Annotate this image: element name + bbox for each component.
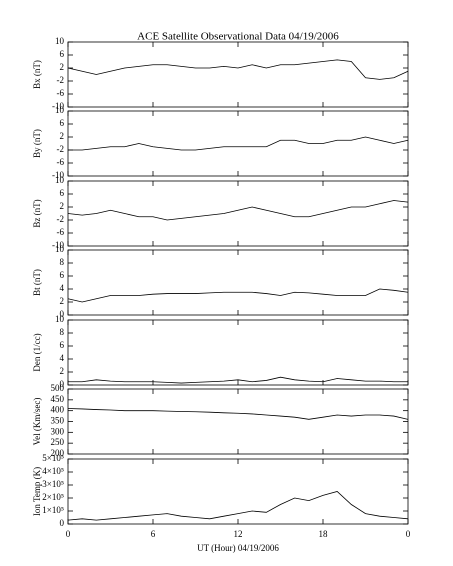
y-tick-label: 2 [60,131,65,141]
y-tick-label: 8 [60,257,65,267]
data-line [68,376,408,384]
y-tick-label: 1×10⁵ [42,505,64,515]
y-tick-label: 3×10⁵ [42,479,64,489]
y-axis-label: Bt (nT) [32,269,42,296]
y-tick-label: 6 [60,340,65,350]
y-tick-label: 2 [60,296,65,306]
panel-frame [67,41,409,108]
x-tick-label: 12 [234,529,243,539]
y-tick-label: 0 [60,379,65,389]
y-tick-label: 6 [60,49,65,59]
y-axis-label: Ion Temp (K) [32,467,42,516]
y-axis-label: Bz (nT) [32,199,42,227]
y-tick-label: -6 [57,227,65,237]
y-tick-label: 4 [60,283,65,293]
x-tick-label: 6 [151,529,156,539]
y-tick-label: -2 [57,75,65,85]
y-axis-label: By (nT) [32,129,42,158]
y-axis-label: Bx (nT) [32,60,42,89]
y-tick-label: 2 [60,201,65,211]
y-tick-label: 5×10⁵ [42,453,64,463]
y-tick-label: -10 [52,101,64,111]
data-line [67,288,409,303]
y-tick-label: 2 [60,62,65,72]
y-tick-label: 10 [55,244,65,254]
y-axis-label: Den (1/cc) [32,333,42,371]
y-tick-label: 250 [51,437,65,447]
x-tick-label: 0 [406,529,411,539]
y-tick-label: 6 [60,270,65,280]
y-tick-label: 10 [55,314,65,324]
panel-frame [67,110,409,177]
y-tick-label: -6 [57,157,65,167]
panel-frame [67,319,409,386]
y-tick-label: -2 [57,144,65,154]
y-tick-label: 6 [60,118,65,128]
data-line [67,59,409,80]
y-tick-label: 0 [60,309,65,319]
y-tick-label: 10 [55,36,65,46]
y-tick-label: 300 [51,426,65,436]
y-axis-label: Vel (Km/sec) [32,398,42,446]
data-line [67,491,409,521]
chart-title: ACE Satellite Observational Data 04/19/2… [137,31,339,43]
y-tick-label: 10 [55,105,65,115]
y-tick-label: 8 [60,327,65,337]
panel-frame [67,458,409,525]
y-tick-label: 10 [55,175,65,185]
y-tick-label: -10 [52,240,64,250]
y-tick-label: 450 [51,394,65,404]
x-axis-label: UT (Hour) 04/19/2006 [197,543,279,553]
y-tick-label: 500 [51,383,65,393]
y-tick-label: 4×10⁵ [42,466,64,476]
y-tick-label: 200 [51,448,65,458]
y-tick-label: 4 [60,353,65,363]
panel-frame [67,388,409,455]
x-tick-label: 18 [319,529,329,539]
y-tick-label: 6 [60,188,65,198]
y-tick-label: -6 [57,88,65,98]
y-tick-label: 400 [51,405,65,415]
data-line [68,136,409,151]
x-tick-label: 0 [66,529,71,539]
y-tick-label: 350 [51,416,65,426]
y-tick-label: 2×10⁵ [42,492,64,502]
panel-frame [67,249,409,316]
data-line [67,408,409,420]
y-tick-label: -2 [57,214,65,224]
data-line [67,200,409,221]
y-tick-label: -10 [52,170,64,180]
y-tick-label: 0 [60,518,65,528]
panel-frame [67,180,409,247]
y-tick-label: 2 [60,366,65,376]
